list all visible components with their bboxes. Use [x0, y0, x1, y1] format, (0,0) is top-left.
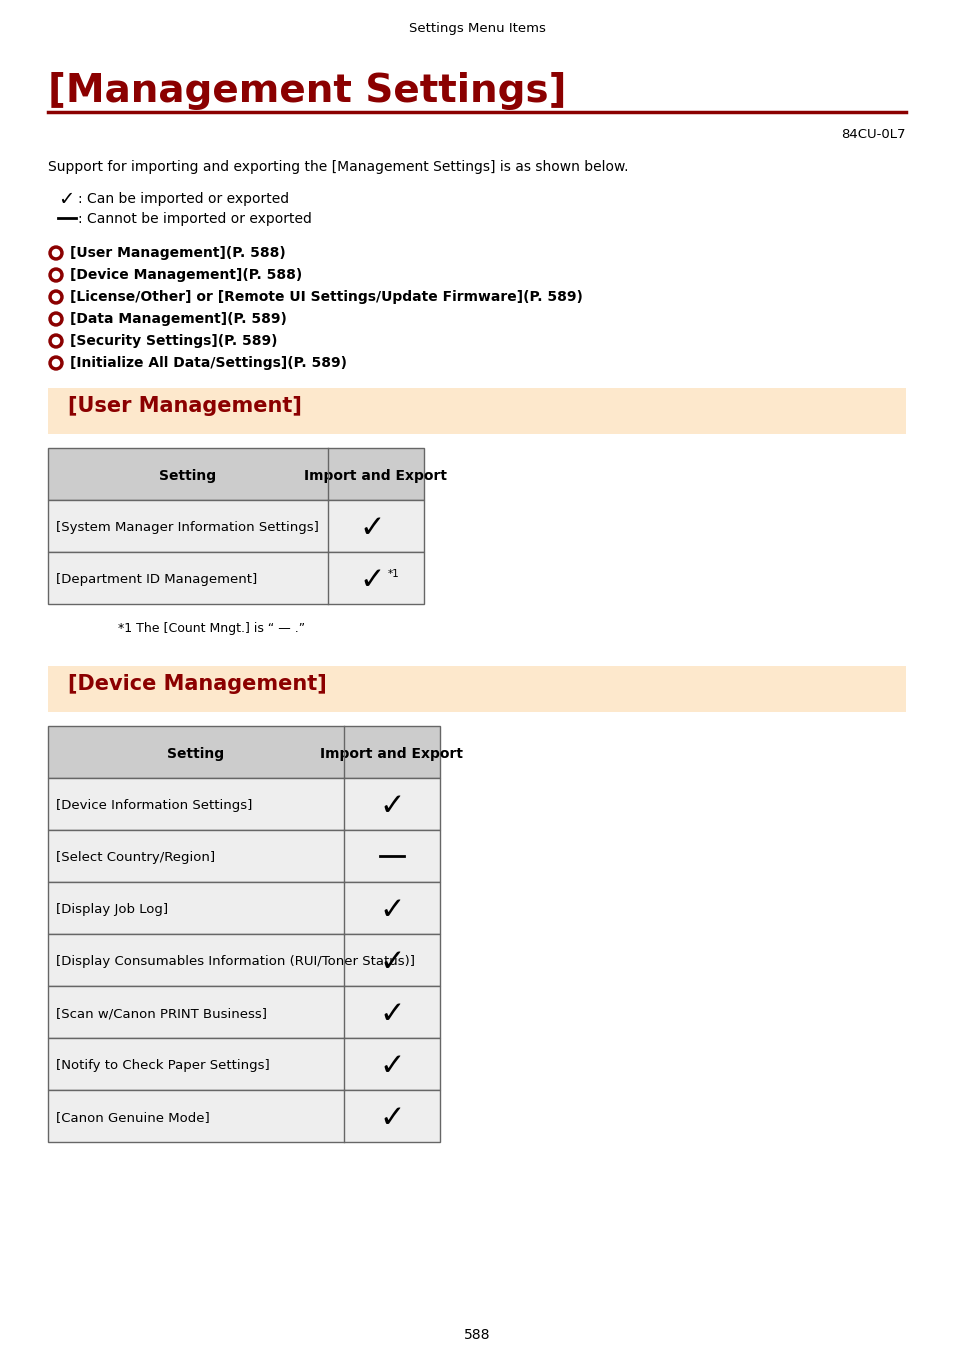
Bar — [48, 1038, 439, 1089]
Text: ✓: ✓ — [379, 791, 404, 821]
Text: [Department ID Management]: [Department ID Management] — [56, 574, 257, 586]
Text: Import and Export: Import and Export — [304, 468, 447, 483]
Text: : Can be imported or exported: : Can be imported or exported — [78, 192, 289, 207]
Text: 588: 588 — [463, 1328, 490, 1342]
Text: Import and Export: Import and Export — [320, 747, 463, 761]
Circle shape — [52, 293, 59, 301]
Circle shape — [49, 356, 63, 370]
Bar — [48, 934, 439, 986]
Bar — [48, 882, 439, 934]
Text: [Display Job Log]: [Display Job Log] — [56, 903, 168, 917]
Text: ✓: ✓ — [379, 948, 404, 976]
Text: [Notify to Check Paper Settings]: [Notify to Check Paper Settings] — [56, 1060, 270, 1072]
Circle shape — [52, 316, 59, 323]
Circle shape — [52, 271, 59, 278]
Circle shape — [49, 333, 63, 348]
Text: [Initialize All Data/Settings](P. 589): [Initialize All Data/Settings](P. 589) — [70, 356, 347, 370]
Text: *1 The [Count Mngt.] is “ — .”: *1 The [Count Mngt.] is “ — .” — [118, 622, 305, 634]
Circle shape — [52, 250, 59, 256]
Text: 84CU-0L7: 84CU-0L7 — [841, 128, 905, 140]
Text: [Display Consumables Information (RUI/Toner Status)]: [Display Consumables Information (RUI/To… — [56, 956, 415, 968]
Bar — [48, 830, 439, 882]
Bar — [48, 1089, 439, 1142]
Text: [Device Information Settings]: [Device Information Settings] — [56, 799, 253, 813]
Text: [License/Other] or [Remote UI Settings/Update Firmware](P. 589): [License/Other] or [Remote UI Settings/U… — [70, 290, 582, 304]
Bar — [48, 552, 423, 603]
Text: [Canon Genuine Mode]: [Canon Genuine Mode] — [56, 1111, 210, 1125]
Bar — [48, 448, 423, 500]
Circle shape — [49, 269, 63, 282]
Text: [Data Management](P. 589): [Data Management](P. 589) — [70, 312, 287, 325]
Text: : Cannot be imported or exported: : Cannot be imported or exported — [78, 212, 312, 225]
Text: ✓: ✓ — [359, 513, 384, 543]
Text: [Management Settings]: [Management Settings] — [48, 72, 566, 109]
Text: ✓: ✓ — [58, 190, 74, 209]
Circle shape — [52, 359, 59, 366]
Circle shape — [49, 246, 63, 261]
Text: [User Management]: [User Management] — [68, 396, 301, 416]
Bar — [48, 726, 439, 778]
Circle shape — [52, 338, 59, 344]
Bar — [48, 986, 439, 1038]
Text: ✓: ✓ — [379, 895, 404, 925]
Bar — [48, 778, 439, 830]
Text: Support for importing and exporting the [Management Settings] is as shown below.: Support for importing and exporting the … — [48, 161, 628, 174]
Text: [System Manager Information Settings]: [System Manager Information Settings] — [56, 521, 318, 535]
Bar — [48, 666, 905, 711]
Bar — [48, 387, 905, 433]
Circle shape — [49, 290, 63, 304]
Text: [Device Management](P. 588): [Device Management](P. 588) — [70, 269, 302, 282]
Text: ✓: ✓ — [359, 566, 384, 594]
Circle shape — [49, 312, 63, 325]
Text: ✓: ✓ — [379, 1052, 404, 1080]
Text: Settings Menu Items: Settings Menu Items — [408, 22, 545, 35]
Text: [Scan w/Canon PRINT Business]: [Scan w/Canon PRINT Business] — [56, 1007, 267, 1021]
Text: *1: *1 — [388, 568, 399, 579]
Text: ✓: ✓ — [379, 999, 404, 1029]
Text: [Device Management]: [Device Management] — [68, 674, 327, 694]
Text: ✓: ✓ — [379, 1103, 404, 1133]
Text: [User Management](P. 588): [User Management](P. 588) — [70, 246, 286, 261]
Text: [Select Country/Region]: [Select Country/Region] — [56, 852, 214, 864]
Text: [Security Settings](P. 589): [Security Settings](P. 589) — [70, 333, 277, 348]
Text: Setting: Setting — [168, 747, 224, 761]
Text: Setting: Setting — [159, 468, 216, 483]
Bar — [48, 500, 423, 552]
